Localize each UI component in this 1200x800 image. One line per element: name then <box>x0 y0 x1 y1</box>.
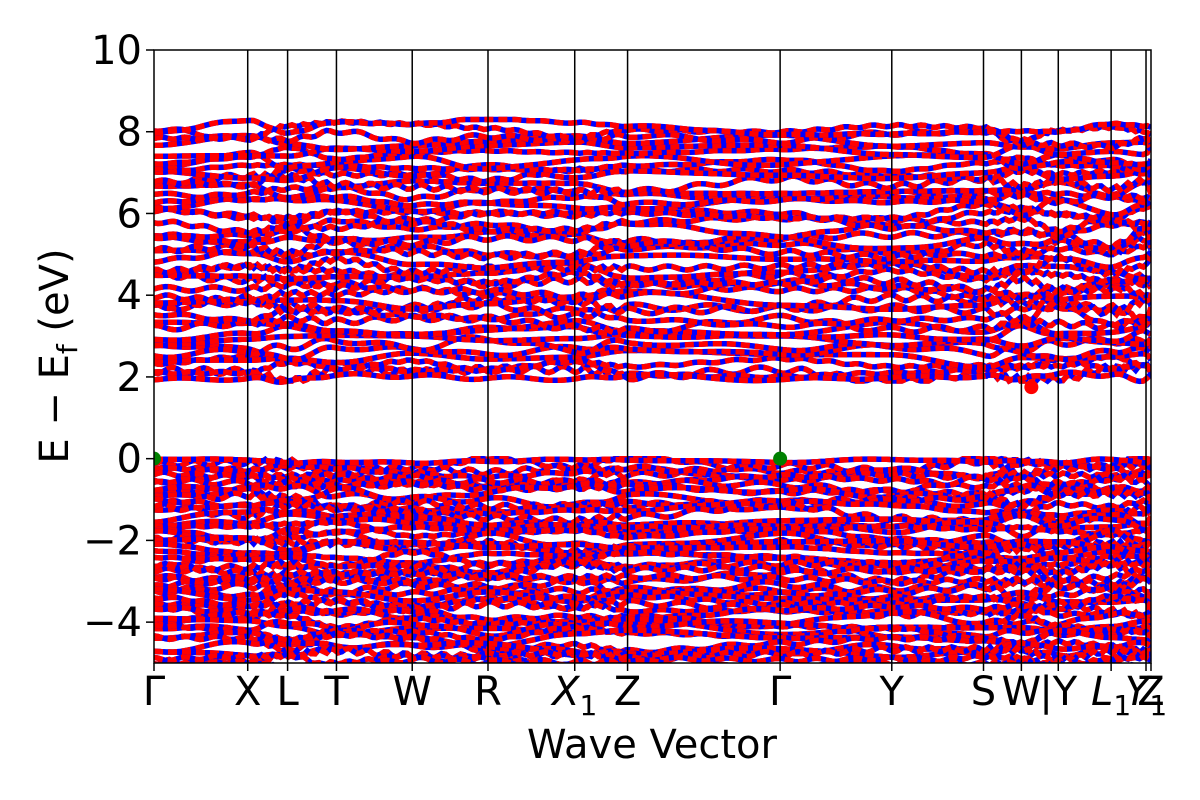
x-tick-label: X <box>234 669 261 715</box>
band-line-spin-up <box>154 470 1151 492</box>
x-tick-label: S <box>971 669 996 715</box>
band-line-spin-up <box>154 161 1151 184</box>
band-line-spin-up <box>154 262 1151 289</box>
band-line-spin-up <box>154 519 1151 540</box>
band-line-spin-up <box>154 636 1151 660</box>
band-line-spin-up <box>154 347 1151 371</box>
x-tick-label: Y <box>879 669 905 715</box>
band-lines <box>154 116 1151 663</box>
band-line-spin-down <box>154 259 1151 283</box>
y-tick-label: 2 <box>117 355 142 401</box>
y-tick-label: 6 <box>117 191 142 237</box>
x-tick-label: Γ <box>143 669 166 715</box>
band-line-spin-up <box>154 223 1151 252</box>
vbm-marker <box>773 451 788 466</box>
band-line-spin-up <box>154 456 1151 466</box>
x-tick-label: R <box>474 669 502 715</box>
y-axis: 10 8 6 4 2 0 −2 −4 <box>83 28 154 646</box>
band-line-spin-up <box>154 568 1151 588</box>
band-line-spin-up <box>154 116 1151 138</box>
band-line-spin-up <box>154 484 1151 510</box>
band-line-spin-up <box>154 143 1151 168</box>
x-tick-label: W <box>392 669 432 715</box>
band-line-spin-up <box>154 234 1151 262</box>
x-tick-label: T <box>323 669 349 715</box>
x-tick-label: X1 <box>550 669 597 722</box>
band-line-spin-up <box>154 178 1151 201</box>
band-line-spin-down <box>161 652 1151 663</box>
band-line-spin-up <box>154 526 1151 552</box>
x-tick-label: Z <box>1137 669 1164 715</box>
cbm-marker <box>1024 380 1039 395</box>
band-line-spin-up <box>154 240 1151 265</box>
extrema-markers <box>154 380 1039 466</box>
band-line-spin-up <box>154 126 1151 152</box>
band-line-spin-up <box>154 339 1151 363</box>
band-line-spin-up <box>154 622 1151 647</box>
band-line-spin-up <box>154 497 1151 519</box>
band-line-spin-up <box>154 543 1151 566</box>
band-line-spin-up <box>154 288 1151 313</box>
band-line-spin-up <box>154 200 1151 223</box>
x-tick-label: Γ <box>769 669 792 715</box>
high-symmetry-lines <box>246 50 1147 663</box>
y-tick-label: 8 <box>117 110 142 156</box>
x-tick-label: L <box>276 669 299 715</box>
band-line-spin-up <box>209 654 1136 663</box>
band-line-spin-up <box>154 352 1151 375</box>
band-line-spin-up <box>154 132 1151 153</box>
y-tick-label: 4 <box>117 273 142 319</box>
y-tick-label: −4 <box>83 600 142 646</box>
x-tick-label: |Y <box>1039 669 1077 715</box>
y-axis-label: E − Ef (eV) <box>32 248 84 463</box>
band-line-spin-up <box>154 369 1151 385</box>
band-line-spin-up <box>154 295 1151 326</box>
band-line-spin-up <box>154 269 1151 296</box>
x-tick-label: Z <box>614 669 641 715</box>
band-line-spin-up <box>154 586 1151 606</box>
vbm-marker <box>154 451 161 466</box>
plot-frame <box>153 49 1152 664</box>
y-tick-label: −2 <box>83 518 142 564</box>
band-line-spin-up <box>154 642 1151 663</box>
band-line-spin-up <box>154 139 1151 161</box>
y-tick-label: 10 <box>91 28 142 74</box>
y-tick-label: 0 <box>117 437 142 483</box>
band-line-spin-up <box>154 312 1151 336</box>
band-line-spin-up <box>154 334 1151 361</box>
x-tick-label: W <box>1002 669 1042 715</box>
x-tick-label: Y1 <box>1125 669 1167 722</box>
band-line-spin-up <box>154 251 1151 279</box>
band-line-spin-up <box>154 213 1151 237</box>
x-axis-label: Wave Vector <box>527 722 778 768</box>
band-line-spin-up <box>154 575 1151 601</box>
band-line-spin-up <box>154 170 1151 198</box>
x-tick-label: L1 <box>1091 669 1131 722</box>
band-line-spin-up <box>154 217 1151 242</box>
